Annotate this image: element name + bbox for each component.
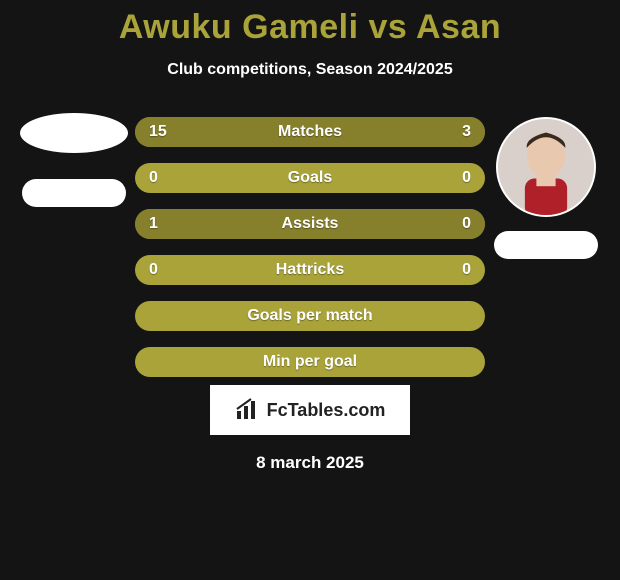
bar-label: Goals per match bbox=[135, 301, 485, 331]
right-player-tag bbox=[494, 231, 598, 259]
bar-label: Goals bbox=[135, 163, 485, 193]
stat-bar: Goals per match bbox=[135, 301, 485, 331]
page-subtitle: Club competitions, Season 2024/2025 bbox=[167, 61, 452, 79]
person-icon bbox=[498, 119, 594, 215]
left-player-col bbox=[14, 117, 134, 207]
branding-box: FcTables.com bbox=[210, 385, 410, 435]
stats-bars: 153Matches 00Goals 10Assists 00Hattricks Goa… bbox=[134, 117, 486, 377]
bar-label: Min per goal bbox=[135, 347, 485, 377]
footer-date: 8 march 2025 bbox=[256, 453, 364, 473]
avatar-right bbox=[496, 117, 596, 217]
bar-label: Hattricks bbox=[135, 255, 485, 285]
page-title: Awuku Gameli vs Asan bbox=[119, 8, 501, 47]
bar-label: Matches bbox=[135, 117, 485, 147]
right-player-col bbox=[486, 117, 606, 259]
branding-text: FcTables.com bbox=[267, 400, 386, 421]
stat-bar: 153Matches bbox=[135, 117, 485, 147]
main-row: 153Matches 00Goals 10Assists 00Hattricks Goa… bbox=[0, 117, 620, 377]
infographic-root: Awuku Gameli vs Asan Club competitions, … bbox=[0, 0, 620, 580]
stat-bar: 10Assists bbox=[135, 209, 485, 239]
bar-label: Assists bbox=[135, 209, 485, 239]
stat-bar: Min per goal bbox=[135, 347, 485, 377]
chart-icon bbox=[235, 397, 261, 423]
stat-bar: 00Goals bbox=[135, 163, 485, 193]
avatar-left-placeholder bbox=[20, 113, 128, 153]
left-player-tag bbox=[22, 179, 126, 207]
stat-bar: 00Hattricks bbox=[135, 255, 485, 285]
